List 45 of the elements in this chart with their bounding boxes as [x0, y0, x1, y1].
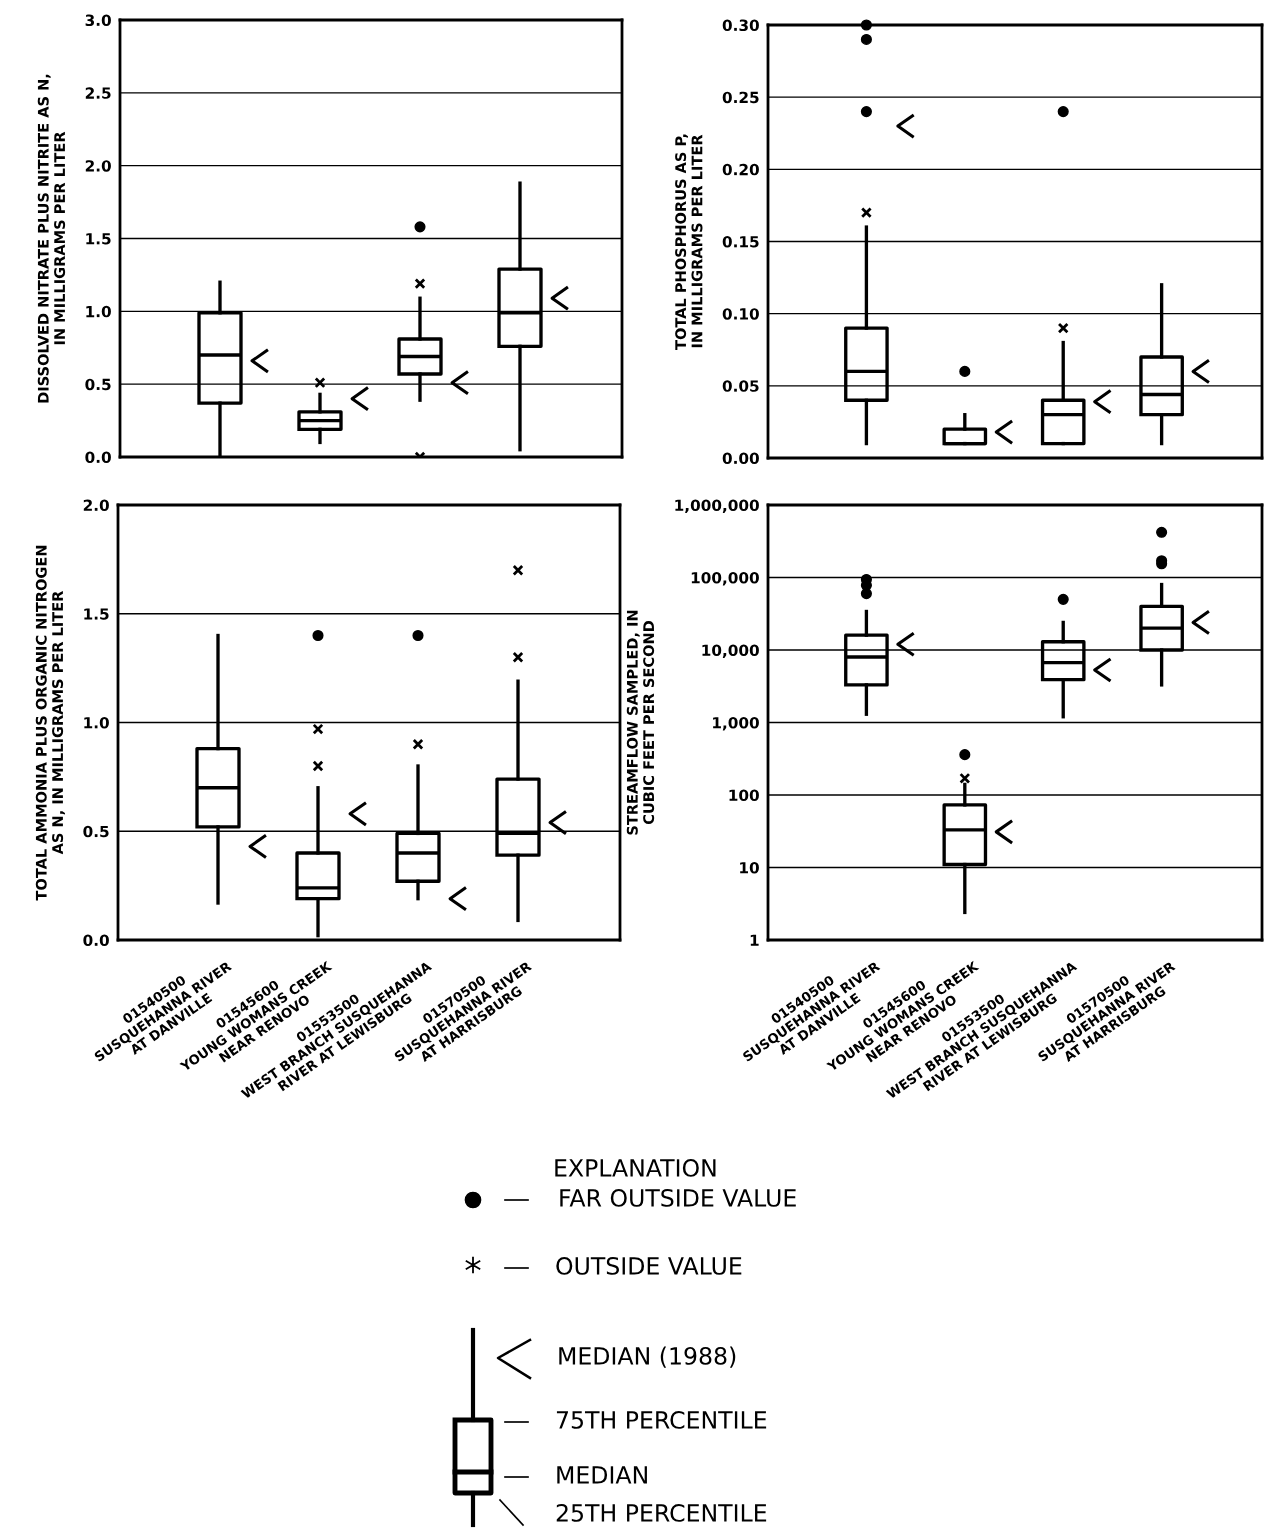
y-tick-label: 1,000,000 — [675, 499, 759, 513]
y-tick-label: 0.0 — [83, 934, 109, 947]
y-tick-label: 0.10 — [722, 308, 759, 320]
y-tick-label: 0.25 — [722, 91, 759, 104]
point — [350, 386, 370, 412]
y-tick-label: 0.15 — [722, 235, 759, 248]
y-tick-label: 2.0 — [83, 499, 109, 512]
y-tick-label: 1,000 — [713, 716, 759, 731]
y-axis-title: STREAMFLOW SAMPLED, IN CUBIC FEET PER SECOND — [626, 610, 655, 835]
text: 25TH PERCENTILE — [556, 1503, 767, 1522]
y-axis-title: TOTAL AMMONIA PLUS ORGANIC NITROGEN AS N, IN MILLIGRAMS PER LITER — [35, 545, 65, 901]
point — [450, 370, 470, 396]
text: 75TH PERCENTILE — [556, 1410, 767, 1429]
text: EXPLANATION — [555, 1158, 716, 1177]
y-axis-title: TOTAL PHOSPHORUS AS P, IN MILLIGRAMS PER LITER — [675, 134, 703, 350]
y-tick-label: 0.5 — [85, 378, 111, 391]
y-tick-label: 10 — [740, 861, 759, 874]
point — [548, 809, 568, 836]
y-tick-label: 0.20 — [722, 163, 759, 176]
y-tick-label: 0.5 — [83, 825, 109, 838]
point — [550, 285, 570, 311]
text: MEDIAN (1988) — [559, 1346, 736, 1368]
y-tick-label: 100,000 — [691, 571, 759, 586]
y-tick-label: 3.0 — [85, 14, 111, 27]
y-tick-label: 0.00 — [722, 452, 759, 465]
y-tick-label: 0.30 — [722, 19, 759, 32]
y-axis-title: DISSOLVED NITRATE PLUS NITRITE AS N, IN MILLIGRAMS PER LITER — [37, 74, 66, 403]
y-tick-label: 1.0 — [84, 716, 109, 729]
y-tick-label: 10,000 — [702, 644, 759, 658]
text: MEDIAN — [557, 1466, 647, 1484]
point — [448, 886, 468, 912]
text: FAR OUTSIDE VALUE — [560, 1188, 796, 1207]
y-tick-label: 2.5 — [85, 87, 111, 99]
y-tick-label: 2.0 — [85, 160, 111, 172]
y-tick-label: 1.5 — [86, 233, 111, 245]
y-tick-label: 1.5 — [84, 608, 109, 620]
text: OUTSIDE VALUE — [556, 1256, 742, 1275]
y-tick-label: 1.0 — [86, 305, 111, 318]
point — [248, 833, 268, 860]
point — [250, 348, 270, 374]
y-tick-label: 100 — [729, 789, 759, 802]
y-tick-label: 1 — [750, 934, 759, 946]
y-tick-label: 0.05 — [722, 380, 759, 392]
point — [348, 801, 368, 827]
y-tick-label: 0.0 — [85, 451, 111, 464]
